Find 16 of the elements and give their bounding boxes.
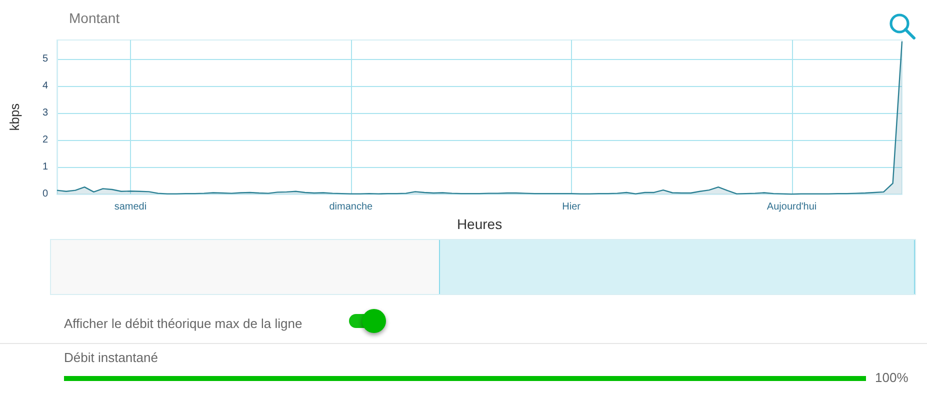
y-tick-label: 3: [42, 107, 48, 118]
x-axis-title: Heures: [456, 216, 502, 232]
y-tick-label: 2: [42, 134, 48, 146]
x-tick-label: Aujourd'hui: [766, 202, 817, 213]
chart-title: Montant: [69, 10, 120, 26]
y-tick-label: 4: [42, 80, 48, 92]
x-tick-label: Hier: [562, 202, 582, 213]
x-tick-label: dimanche: [329, 202, 374, 213]
text: Débit instantané: [64, 350, 158, 365]
y-axis-title: kbps: [7, 102, 22, 131]
y-tick-label: 5: [42, 53, 48, 64]
x-tick-label: samedi: [114, 202, 147, 213]
text: Afficher le débit théorique max de la ligne: [64, 316, 302, 331]
text: 100%: [875, 370, 908, 385]
y-tick-label: 1: [42, 162, 48, 173]
y-tick-label: 0: [42, 188, 48, 200]
